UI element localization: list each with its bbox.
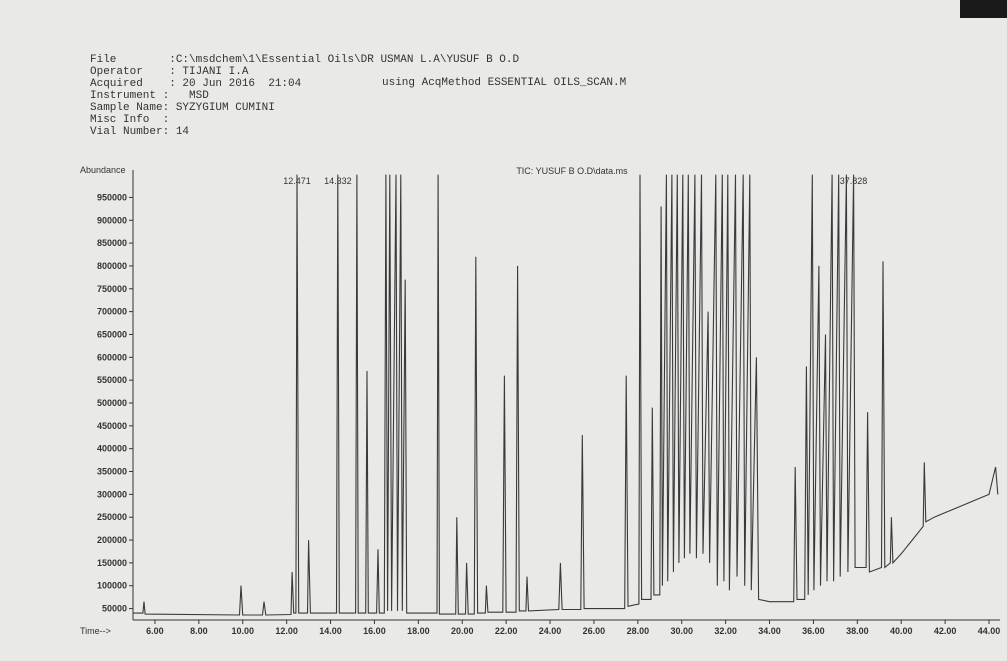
- y-tick-label: 350000: [97, 467, 127, 477]
- x-tick-label: 10.00: [231, 626, 254, 636]
- x-tick-label: 32.00: [714, 626, 737, 636]
- y-tick-label: 100000: [97, 581, 127, 591]
- y-tick-label: 850000: [97, 238, 127, 248]
- x-tick-label: 24.00: [539, 626, 562, 636]
- page: File :C:\msdchem\1\Essential Oils\DR USM…: [0, 0, 1007, 661]
- x-tick-label: 22.00: [495, 626, 518, 636]
- x-tick-label: 28.00: [627, 626, 650, 636]
- y-tick-label: 450000: [97, 421, 127, 431]
- method: using AcqMethod ESSENTIAL OILS_SCAN.M: [382, 77, 626, 89]
- y-tick-label: 900000: [97, 215, 127, 225]
- y-tick-label: 550000: [97, 375, 127, 385]
- x-axis-label: Time-->: [80, 626, 111, 636]
- y-tick-label: 700000: [97, 307, 127, 317]
- header-line: Operator : TIJANI I.A: [90, 66, 249, 78]
- x-tick-label: 40.00: [890, 626, 913, 636]
- x-tick-label: 34.00: [758, 626, 781, 636]
- header-line: Acquired : 20 Jun 2016 21:04: [90, 78, 302, 90]
- header-line: Vial Number: 14: [90, 126, 189, 138]
- y-tick-label: 50000: [102, 604, 127, 614]
- y-tick-label: 600000: [97, 352, 127, 362]
- x-tick-label: 20.00: [451, 626, 474, 636]
- x-tick-label: 44.00: [978, 626, 1001, 636]
- y-tick-label: 400000: [97, 444, 127, 454]
- y-tick-label: 150000: [97, 558, 127, 568]
- header-line: Sample Name: SYZYGIUM CUMINI: [90, 102, 275, 114]
- x-tick-label: 30.00: [670, 626, 693, 636]
- x-tick-label: 42.00: [934, 626, 957, 636]
- x-tick-label: 38.00: [846, 626, 869, 636]
- y-tick-label: 950000: [97, 192, 127, 202]
- y-tick-label: 500000: [97, 398, 127, 408]
- x-tick-label: 18.00: [407, 626, 430, 636]
- x-tick-label: 12.00: [275, 626, 298, 636]
- y-tick-label: 750000: [97, 284, 127, 294]
- x-tick-label: 14.00: [319, 626, 342, 636]
- y-tick-label: 650000: [97, 329, 127, 339]
- header-line: File :C:\msdchem\1\Essential Oils\DR USM…: [90, 54, 519, 66]
- header-line: Instrument : MSD: [90, 90, 209, 102]
- y-tick-label: 800000: [97, 261, 127, 271]
- header-line: Misc Info :: [90, 114, 169, 126]
- x-tick-label: 36.00: [802, 626, 825, 636]
- chart-title: TIC: YUSUF B O.D\data.ms: [516, 166, 628, 176]
- x-tick-label: 6.00: [146, 626, 164, 636]
- y-tick-label: 200000: [97, 535, 127, 545]
- x-tick-label: 26.00: [583, 626, 606, 636]
- y-tick-label: 300000: [97, 489, 127, 499]
- x-tick-label: 16.00: [363, 626, 386, 636]
- y-axis-label: Abundance: [80, 165, 126, 175]
- x-tick-label: 8.00: [190, 626, 208, 636]
- photo-edge: [960, 0, 1007, 18]
- y-tick-label: 250000: [97, 512, 127, 522]
